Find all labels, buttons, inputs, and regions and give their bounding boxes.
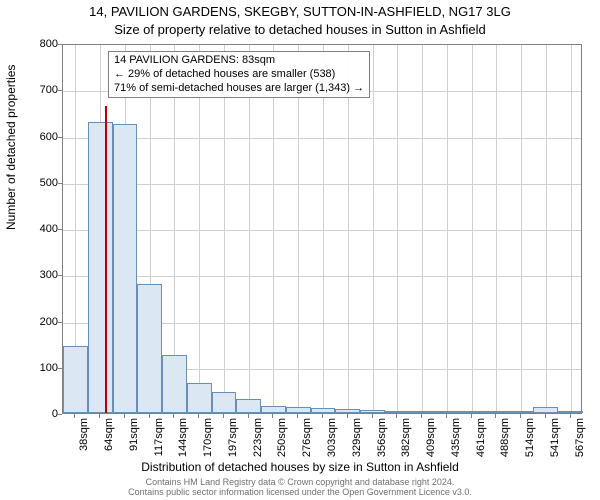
x-tick-mark (322, 414, 323, 418)
gridline-v (298, 45, 299, 413)
gridline-v (447, 45, 448, 413)
x-tick-mark (124, 414, 125, 418)
histogram-bar (187, 383, 212, 413)
y-tick-mark (58, 368, 62, 369)
y-tick-mark (58, 137, 62, 138)
y-tick-mark (58, 322, 62, 323)
x-tick-mark (149, 414, 150, 418)
histogram-bar (236, 399, 261, 413)
gridline-v (273, 45, 274, 413)
histogram-bar (162, 355, 187, 413)
y-tick-mark (58, 229, 62, 230)
histogram-bar (335, 409, 360, 413)
y-tick-mark (58, 90, 62, 91)
histogram-bar (410, 411, 435, 413)
x-tick-mark (347, 414, 348, 418)
x-tick-mark (520, 414, 521, 418)
y-tick-label: 400 (30, 223, 58, 235)
histogram-bar (212, 392, 237, 413)
x-tick-mark (223, 414, 224, 418)
footer-attribution: Contains HM Land Registry data © Crown c… (0, 478, 600, 498)
gridline-v (546, 45, 547, 413)
y-tick-label: 800 (30, 38, 58, 50)
x-tick-mark (495, 414, 496, 418)
y-tick-label: 300 (30, 269, 58, 281)
chart-title-line1: 14, PAVILION GARDENS, SKEGBY, SUTTON-IN-… (0, 4, 600, 19)
gridline-h (63, 230, 581, 231)
gridline-h (63, 138, 581, 139)
chart-container: 14, PAVILION GARDENS, SKEGBY, SUTTON-IN-… (0, 0, 600, 500)
x-tick-mark (396, 414, 397, 418)
gridline-v (422, 45, 423, 413)
gridline-v (249, 45, 250, 413)
y-axis-label: Number of detached properties (4, 65, 18, 230)
footer-line: Contains public sector information licen… (128, 487, 472, 497)
footer-line: Contains HM Land Registry data © Crown c… (146, 477, 455, 487)
histogram-bar (533, 407, 558, 413)
gridline-v (571, 45, 572, 413)
y-tick-label: 200 (30, 316, 58, 328)
histogram-bar (558, 411, 583, 413)
x-tick-mark (99, 414, 100, 418)
y-tick-label: 0 (30, 408, 58, 420)
y-tick-label: 700 (30, 84, 58, 96)
y-tick-mark (58, 183, 62, 184)
x-tick-mark (74, 414, 75, 418)
histogram-bar (459, 411, 484, 413)
gridline-h (63, 184, 581, 185)
histogram-bar (113, 124, 138, 413)
y-tick-mark (58, 414, 62, 415)
gridline-v (199, 45, 200, 413)
x-tick-mark (198, 414, 199, 418)
y-tick-label: 500 (30, 177, 58, 189)
gridline-v (348, 45, 349, 413)
histogram-bar (385, 411, 410, 413)
histogram-bar (509, 411, 534, 413)
x-axis-label: Distribution of detached houses by size … (0, 460, 600, 474)
plot-area: 14 PAVILION GARDENS: 83sqm ← 29% of deta… (62, 44, 582, 414)
gridline-v (496, 45, 497, 413)
x-tick-mark (173, 414, 174, 418)
histogram-bar (434, 411, 459, 413)
histogram-bar (311, 408, 336, 413)
histogram-bar (360, 410, 385, 413)
histogram-bar (137, 284, 162, 414)
x-tick-mark (297, 414, 298, 418)
gridline-v (472, 45, 473, 413)
gridline-v (323, 45, 324, 413)
x-tick-mark (421, 414, 422, 418)
annotation-line: 14 PAVILION GARDENS: 83sqm (114, 54, 364, 68)
y-tick-label: 600 (30, 131, 58, 143)
histogram-bar (261, 406, 286, 413)
y-tick-mark (58, 44, 62, 45)
gridline-v (397, 45, 398, 413)
annotation-box: 14 PAVILION GARDENS: 83sqm ← 29% of deta… (108, 51, 370, 98)
gridline-v (373, 45, 374, 413)
x-tick-mark (272, 414, 273, 418)
histogram-bar (286, 407, 311, 413)
x-tick-mark (570, 414, 571, 418)
annotation-line: 71% of semi-detached houses are larger (… (114, 82, 364, 96)
x-tick-mark (446, 414, 447, 418)
x-tick-mark (248, 414, 249, 418)
histogram-bar (88, 122, 113, 413)
gridline-v (521, 45, 522, 413)
property-marker-line (105, 106, 107, 413)
y-tick-label: 100 (30, 362, 58, 374)
x-tick-mark (471, 414, 472, 418)
histogram-bar (484, 411, 509, 413)
x-tick-mark (372, 414, 373, 418)
gridline-v (224, 45, 225, 413)
y-tick-mark (58, 275, 62, 276)
x-tick-mark (545, 414, 546, 418)
annotation-line: ← 29% of detached houses are smaller (53… (114, 68, 364, 82)
gridline-h (63, 276, 581, 277)
chart-title-line2: Size of property relative to detached ho… (0, 22, 600, 37)
histogram-bar (63, 346, 88, 413)
